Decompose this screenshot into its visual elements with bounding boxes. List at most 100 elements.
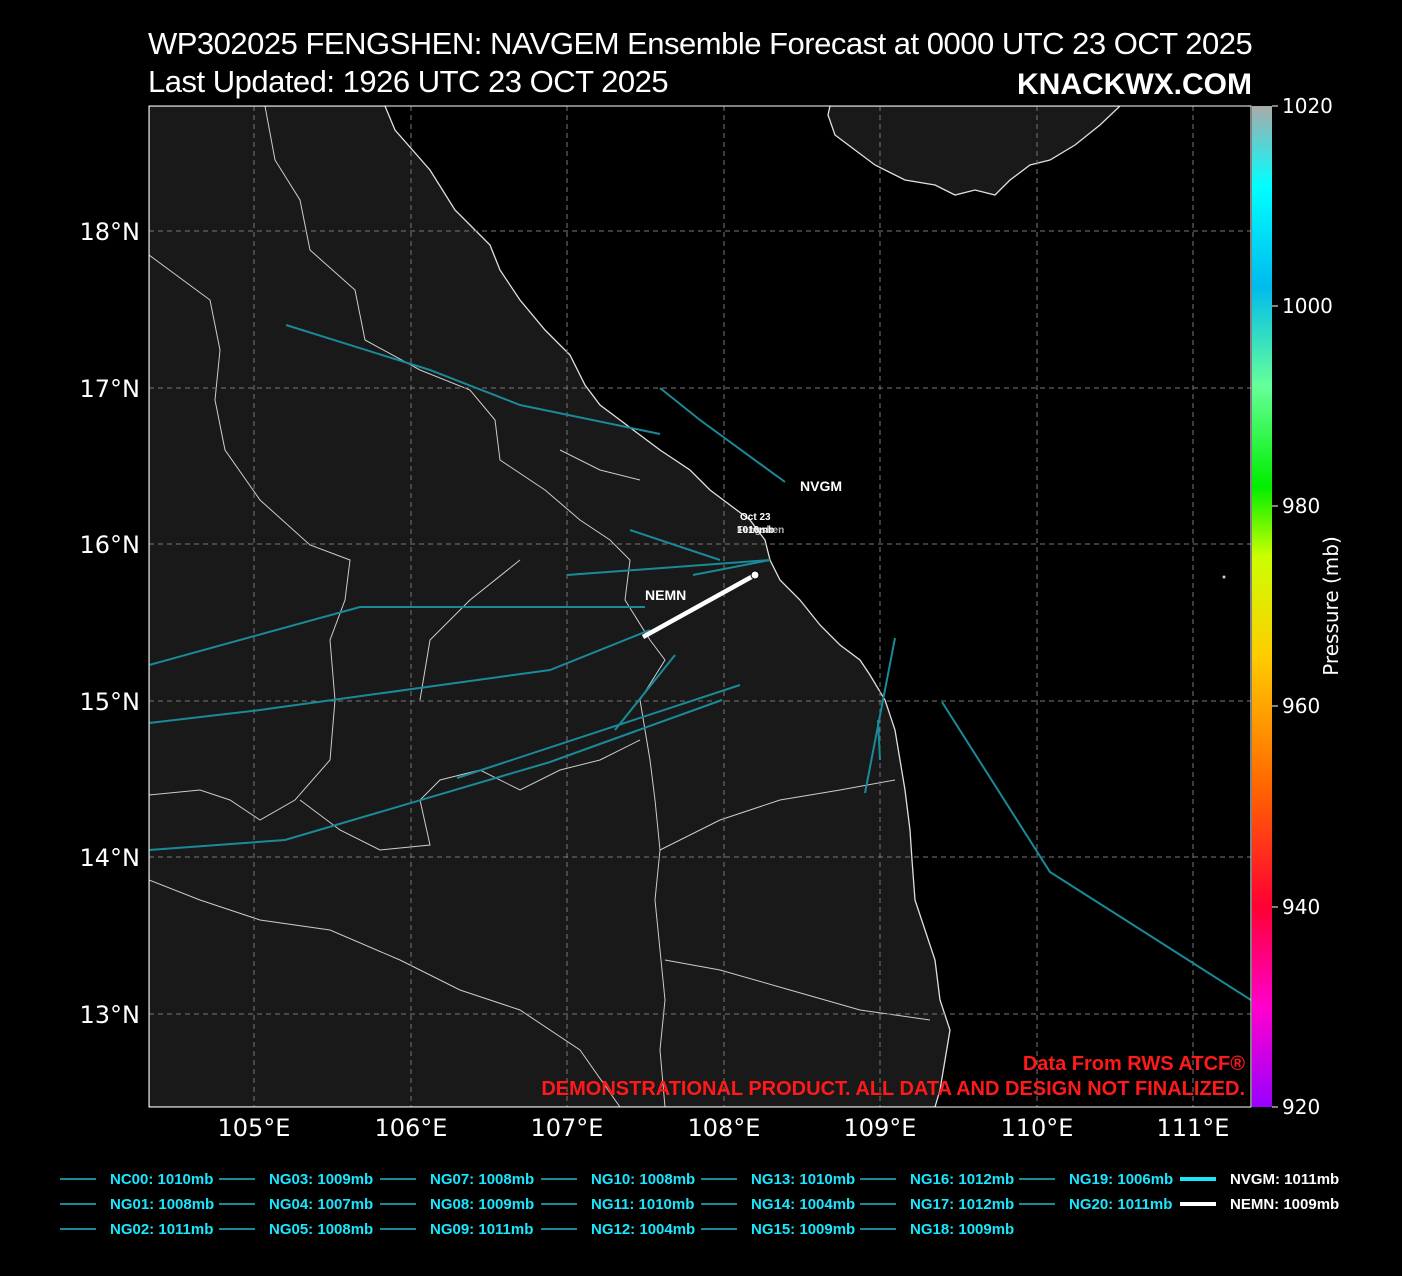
legend-label: NG13: 1010mb <box>751 1170 856 1188</box>
ensemble-tracks <box>149 324 1251 1001</box>
legend-label: NVGM: 1011mb <box>1230 1170 1340 1188</box>
storm-pressure-label: 1010mb <box>737 525 774 536</box>
legend-item: NG18: 1009mb <box>860 1218 1014 1240</box>
legend-item: NG13: 1010mb <box>701 1168 855 1190</box>
land-hainan <box>827 106 1121 196</box>
lon-label: 109°E <box>844 1114 917 1142</box>
legend-item: NG02: 1011mb <box>60 1218 213 1240</box>
legend-swatch <box>219 1203 255 1205</box>
legend-label: NG04: 1007mb <box>269 1195 374 1213</box>
legend-swatch <box>60 1203 96 1205</box>
lat-label: 18°N <box>80 218 141 246</box>
map-title: WP302025 FENGSHEN: NAVGEM Ensemble Forec… <box>148 26 1253 61</box>
nemn-label: NEMN <box>645 587 686 603</box>
lon-label: 107°E <box>531 1114 604 1142</box>
legend-swatch <box>860 1203 896 1205</box>
lat-label: 14°N <box>80 844 141 872</box>
brand-logo-text: KNACKWX.COM <box>1017 68 1252 101</box>
legend-swatch <box>860 1178 896 1180</box>
nemn-track <box>641 573 757 639</box>
track-line <box>285 324 661 435</box>
legend-item: NG09: 1011mb <box>380 1218 533 1240</box>
colorbar-tick-label: 1020 <box>1282 94 1333 118</box>
colorbar-tick-label: 920 <box>1282 1095 1320 1119</box>
colorbar-tick-label: 1000 <box>1282 294 1333 318</box>
track-line <box>149 606 645 666</box>
legend-item: NG11: 1010mb <box>541 1193 694 1215</box>
track-line <box>659 387 786 483</box>
lon-label: 105°E <box>218 1114 291 1142</box>
lat-label: 13°N <box>80 1001 141 1029</box>
legend-swatch <box>380 1178 416 1180</box>
legend-label: NG07: 1008mb <box>430 1170 535 1188</box>
legend-item: NG19: 1006mb <box>1019 1168 1173 1190</box>
colorbar-title: Pressure (mb) <box>1319 536 1343 676</box>
track-line <box>864 637 896 794</box>
legend-label: NG16: 1012mb <box>910 1170 1015 1188</box>
storm-name-label: Fengshen <box>737 525 784 536</box>
legend-swatch <box>1019 1203 1055 1205</box>
track-line <box>629 529 721 561</box>
legend-label: NG10: 1008mb <box>591 1170 696 1188</box>
legend-item: NG14: 1004mb <box>701 1193 855 1215</box>
legend-swatch <box>60 1178 96 1180</box>
legend-swatch <box>219 1228 255 1230</box>
legend-label: NG12: 1004mb <box>591 1220 696 1238</box>
legend-label: NC00: 1010mb <box>110 1170 214 1188</box>
grid <box>149 106 1251 1107</box>
track-line <box>149 699 723 851</box>
legend-swatch <box>1180 1202 1216 1206</box>
data-source-note: Data From RWS ATCF® <box>1023 1053 1245 1075</box>
colorbar-ticks <box>1272 105 1278 1108</box>
legend-item: NG03: 1009mb <box>219 1168 373 1190</box>
legend-label: NG01: 1008mb <box>110 1195 215 1213</box>
legend-swatch <box>219 1178 255 1180</box>
lat-label: 15°N <box>80 688 141 716</box>
island-dot <box>1222 575 1226 579</box>
legend-swatch <box>380 1228 416 1230</box>
legend-label: NG09: 1011mb <box>430 1220 534 1238</box>
legend-swatch <box>541 1178 577 1180</box>
lat-label: 16°N <box>80 531 141 559</box>
legend-swatch <box>701 1228 737 1230</box>
legend-swatch <box>701 1178 737 1180</box>
legend-label: NG15: 1009mb <box>751 1220 856 1238</box>
legend-swatch <box>1019 1178 1055 1180</box>
disclaimer-note: DEMONSTRATIONAL PRODUCT. ALL DATA AND DE… <box>541 1078 1245 1100</box>
legend-item: NG20: 1011mb <box>1019 1193 1172 1215</box>
pressure-colorbar <box>1252 106 1272 1107</box>
colorbar-tick-label: 980 <box>1282 494 1320 518</box>
legend-item: NG15: 1009mb <box>701 1218 855 1240</box>
storm-position-marker <box>750 570 760 580</box>
storm-date-label: Oct 23 <box>740 512 771 523</box>
track-line <box>456 684 741 779</box>
legend-item: NG05: 1008mb <box>219 1218 373 1240</box>
legend-swatch <box>860 1228 896 1230</box>
legend-item: NG17: 1012mb <box>860 1193 1014 1215</box>
colorbar-tick-label: 940 <box>1282 895 1320 919</box>
legend-label: NG02: 1011mb <box>110 1220 214 1238</box>
legend-swatch <box>541 1203 577 1205</box>
legend-label: NG05: 1008mb <box>269 1220 374 1238</box>
legend-swatch <box>701 1203 737 1205</box>
legend-item: NEMN: 1009mb <box>1180 1193 1339 1215</box>
track-line <box>566 559 771 576</box>
legend-item: NVGM: 1011mb <box>1180 1168 1339 1190</box>
legend: NC00: 1010mb NG01: 1008mb NG02: 1011mb NG03… <box>60 1168 1360 1248</box>
colorbar-tick-label: 960 <box>1282 694 1320 718</box>
legend-swatch <box>60 1228 96 1230</box>
lon-label: 108°E <box>688 1114 761 1142</box>
map-frame <box>148 105 1252 1108</box>
track-line <box>941 701 1251 1001</box>
legend-item: NG04: 1007mb <box>219 1193 373 1215</box>
legend-item: NG07: 1008mb <box>380 1168 534 1190</box>
legend-label: NEMN: 1009mb <box>1230 1195 1340 1213</box>
track-line <box>877 719 881 761</box>
legend-swatch <box>541 1228 577 1230</box>
legend-item: NC00: 1010mb <box>60 1168 213 1190</box>
legend-label: NG11: 1010mb <box>591 1195 695 1213</box>
legend-label: NG14: 1004mb <box>751 1195 856 1213</box>
track-line <box>149 629 651 724</box>
legend-item: NG16: 1012mb <box>860 1168 1014 1190</box>
track-line <box>614 654 676 731</box>
